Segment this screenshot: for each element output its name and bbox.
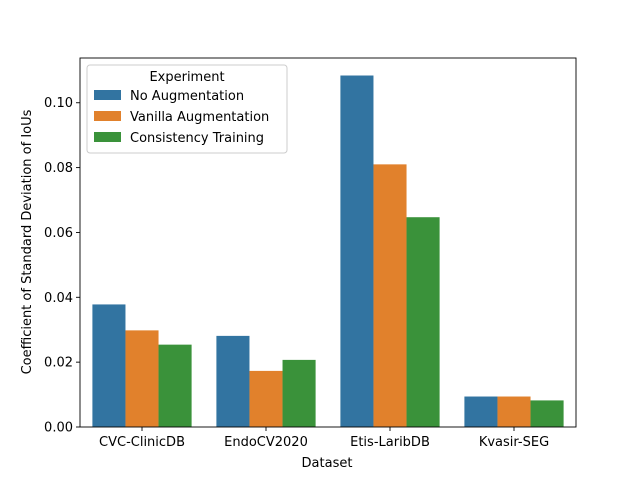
legend-box (86, 64, 288, 154)
y-tick-label: 0.08 (44, 161, 73, 176)
legend-entry: Consistency Training (130, 131, 264, 146)
y-tick-label: 0.02 (44, 356, 73, 371)
bar-no-augmentation-cvc-clinicdb (92, 304, 126, 427)
bar-no-augmentation-endocv2020 (216, 335, 250, 427)
bar-no-augmentation-etis-laribdb (340, 75, 374, 427)
x-tick-label: CVC-ClinicDB (99, 435, 185, 450)
legend-entry: No Augmentation (130, 89, 244, 104)
bar-consistency-training-cvc-clinicdb (158, 344, 192, 427)
bar-vanilla-augmentation-etis-laribdb (373, 164, 407, 428)
legend: Experiment No Augmentation Vanilla Augment… (86, 64, 288, 154)
y-axis-ticks: 0.00 0.02 0.04 0.06 0.08 0.10 (44, 96, 80, 436)
bar-vanilla-augmentation-cvc-clinicdb (125, 330, 159, 427)
y-axis-label: Coefficient of Standard Deviation of IoU… (20, 109, 35, 374)
bar-consistency-training-kvasir-seg (530, 400, 564, 427)
bar-consistency-training-endocv2020 (282, 359, 316, 427)
x-axis-label: Dataset (302, 456, 353, 471)
x-tick-label: EndoCV2020 (224, 435, 308, 450)
legend-title: Experiment (149, 70, 224, 85)
axes (79, 57, 577, 428)
legend-swatch (94, 90, 121, 100)
y-tick-label: 0.06 (44, 226, 73, 241)
x-tick-label: Etis-LaribDB (350, 435, 430, 450)
bar-no-augmentation-kvasir-seg (464, 396, 498, 427)
x-tick-label: Kvasir-SEG (479, 435, 549, 450)
bar-consistency-training-etis-laribdb (406, 217, 440, 427)
bars (92, 75, 564, 428)
axes-frame (79, 57, 577, 428)
y-tick-label: 0.00 (44, 421, 73, 436)
legend-swatch (94, 132, 121, 142)
legend-swatch (94, 111, 121, 121)
bar-vanilla-augmentation-kvasir-seg (497, 396, 531, 427)
y-tick-label: 0.10 (44, 96, 73, 111)
legend-entry: Vanilla Augmentation (130, 110, 269, 125)
x-axis-ticks: CVC-ClinicDB EndoCV2020 Etis-LaribDB Kvasir… (99, 427, 549, 450)
y-tick-label: 0.04 (44, 291, 73, 306)
bar-vanilla-augmentation-endocv2020 (249, 370, 283, 427)
